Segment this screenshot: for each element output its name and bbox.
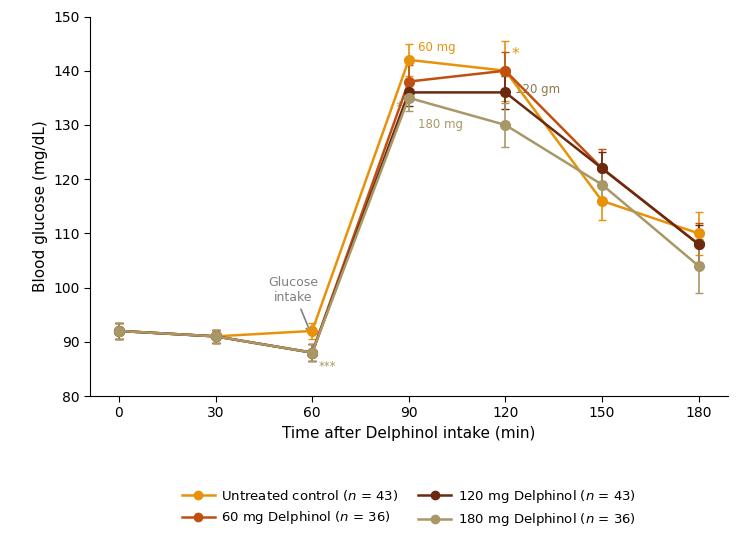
Text: Glucose
intake: Glucose intake — [268, 276, 318, 332]
Text: *: * — [395, 101, 403, 116]
Text: 60 mg: 60 mg — [419, 41, 456, 54]
Text: 120 gm: 120 gm — [515, 83, 560, 96]
X-axis label: Time after Delphinol intake (min): Time after Delphinol intake (min) — [282, 426, 536, 441]
Text: ***: *** — [319, 360, 336, 373]
Text: *: * — [512, 47, 520, 62]
Legend: Untreated control ($n$ = 43), 60 mg Delphinol ($n$ = 36), 120 mg Delphinol ($n$ : Untreated control ($n$ = 43), 60 mg Delp… — [176, 482, 641, 534]
Text: 180 mg: 180 mg — [419, 118, 464, 131]
Y-axis label: Blood glucose (mg/dL): Blood glucose (mg/dL) — [32, 120, 47, 292]
